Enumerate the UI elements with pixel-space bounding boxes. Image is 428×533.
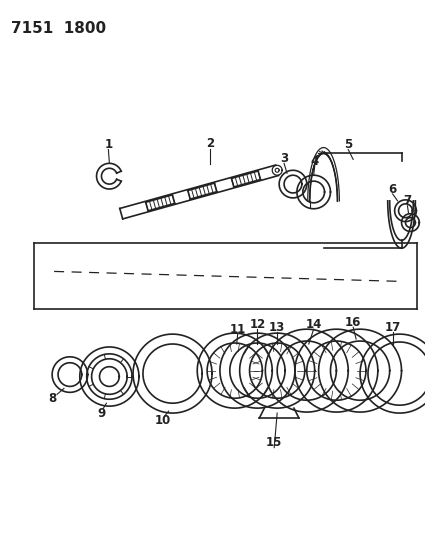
Text: 9: 9 <box>97 407 106 419</box>
Text: 7151  1800: 7151 1800 <box>11 21 106 36</box>
Text: 15: 15 <box>266 436 282 449</box>
Text: 1: 1 <box>104 138 113 151</box>
Text: 6: 6 <box>389 182 397 196</box>
Text: 3: 3 <box>280 152 288 165</box>
Text: 10: 10 <box>155 415 171 427</box>
Text: 7: 7 <box>404 195 411 207</box>
Text: 17: 17 <box>384 321 401 334</box>
Text: 5: 5 <box>344 138 352 151</box>
Text: 8: 8 <box>48 392 56 405</box>
Text: 4: 4 <box>311 155 319 168</box>
Text: 14: 14 <box>306 318 322 331</box>
Text: 11: 11 <box>229 322 246 336</box>
Text: 13: 13 <box>269 321 285 334</box>
Text: 2: 2 <box>206 137 214 150</box>
Text: 16: 16 <box>345 316 361 329</box>
Text: 12: 12 <box>249 318 265 331</box>
